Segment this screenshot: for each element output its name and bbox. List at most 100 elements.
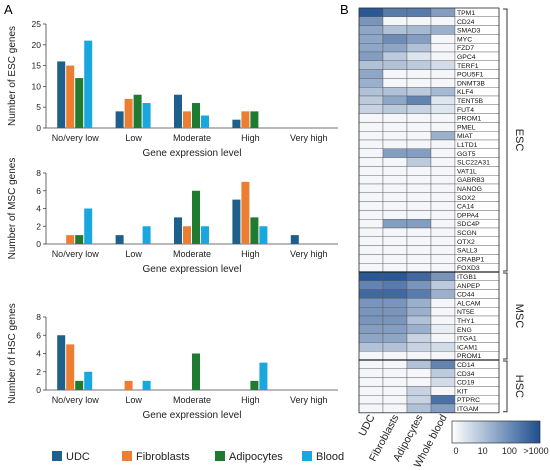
heatmap-cell [358, 403, 384, 414]
gene-label: L1TD1 [457, 142, 478, 149]
heatmap-cell [406, 113, 432, 123]
heatmap-cell [406, 157, 432, 167]
gene-label: SOX2 [457, 195, 475, 202]
gene-label: MYC [457, 36, 472, 43]
gene-label: MIAT [457, 133, 473, 140]
gene-label: ITGAM [457, 406, 479, 413]
y-tick-label: 8 [36, 168, 41, 178]
heatmap-cell [358, 218, 384, 229]
heatmap-cell [430, 245, 456, 255]
bar-fibroblasts [66, 65, 75, 128]
legend-swatch [52, 451, 62, 461]
x-tick-label: Moderate [173, 395, 211, 405]
bar-adipocytes [250, 111, 259, 128]
heatmap-cell [406, 368, 432, 378]
group-bracket [503, 360, 508, 413]
heatmap-cell [430, 210, 456, 220]
heatmap-cell [430, 69, 456, 79]
heatmap-cell [430, 263, 456, 273]
gene-label: TENT5B [457, 98, 484, 105]
heatmap-cell [430, 227, 456, 238]
heatmap-cell [382, 51, 408, 62]
heatmap-cell [406, 271, 432, 282]
y-tick-label: 4 [36, 349, 41, 359]
heatmap-cell [358, 333, 384, 343]
bar-udc [115, 235, 124, 244]
bar-fibroblasts [124, 380, 133, 390]
bar-fibroblasts [124, 98, 133, 128]
heatmap-cell [382, 298, 408, 308]
heatmap-cell [382, 280, 408, 290]
heatmap-cell [406, 104, 432, 114]
heatmap-cell [406, 333, 432, 343]
heatmap-cell [406, 359, 432, 370]
heatmap-cell [430, 122, 456, 132]
gene-label: ENG [457, 327, 472, 334]
legend-label: UDC [66, 451, 90, 463]
heatmap-cell [382, 263, 408, 273]
heatmap-cell [406, 263, 432, 273]
colorbar-tick-label: 10 [478, 446, 488, 456]
bar-blood [84, 40, 93, 128]
heatmap-cell [358, 166, 384, 176]
bar-blood [201, 226, 209, 244]
heatmap-cell [430, 271, 456, 282]
heatmap-cell [382, 78, 408, 88]
heatmap-cell [406, 315, 432, 326]
heatmap-cell [382, 342, 408, 352]
heatmap-cell [358, 122, 384, 132]
bar-chart-2: 0 2 4 6 8 No/very low Low Moderate High Very high… [7, 158, 338, 275]
heatmap-cell [382, 386, 408, 396]
y-axis-label: Number of ESC genes [7, 26, 18, 126]
bar-adipocytes [250, 217, 259, 244]
heatmap-cell [406, 307, 432, 317]
y-tick-label: 0 [36, 385, 41, 395]
gene-label: SCGN [457, 230, 477, 237]
heatmap-cell [406, 386, 432, 396]
heatmap-cell [358, 157, 384, 167]
heatmap-cell [382, 174, 408, 185]
bar-adipocytes [250, 380, 259, 390]
heatmap-cell [358, 51, 384, 62]
heatmap-cell [358, 280, 384, 290]
heatmap-cell [406, 298, 432, 308]
heatmap-cell [406, 324, 432, 334]
heatmap-cell [406, 236, 432, 246]
y-axis-label: Number of MSC genes [7, 158, 18, 260]
heatmap-cell [406, 227, 432, 238]
x-tick-label: Very high [290, 133, 328, 143]
heatmap-cell [430, 60, 456, 70]
heatmap-cell [382, 201, 408, 211]
gene-label: OTX2 [457, 239, 475, 246]
y-axis-label: Number of HSC genes [7, 303, 18, 404]
legend-item: UDC [52, 451, 90, 463]
x-tick-label: Very high [290, 395, 328, 405]
gene-label: ICAM1 [457, 344, 478, 351]
heatmap-cell [406, 25, 432, 35]
heatmap-cell [382, 368, 408, 378]
bar-fibroblasts [241, 111, 250, 128]
bar-blood [142, 380, 151, 390]
heatmap-cell [430, 157, 456, 167]
heatmap-cell [430, 342, 456, 352]
heatmap-cell [382, 25, 408, 35]
x-axis-label: Gene expression level [143, 264, 242, 275]
heatmap-cell [430, 333, 456, 343]
gene-label: SLC22A31 [457, 160, 490, 167]
colorbar-tick-label: >1000 [523, 446, 548, 456]
heatmap-cell [358, 43, 384, 53]
heatmap-cell [358, 210, 384, 220]
heatmap-cell [358, 377, 384, 387]
heatmap-cell [358, 245, 384, 255]
y-tick-label: 8 [36, 312, 41, 322]
heatmap-cell [358, 16, 384, 26]
x-tick-label: Moderate [173, 249, 211, 259]
y-tick-label: 25 [32, 19, 42, 29]
heatmap-cell [382, 148, 408, 158]
heatmap-cell [382, 69, 408, 79]
bar-chart-3: 0 2 4 6 8 No/very low Low Moderate High Very high… [7, 303, 338, 421]
heatmap-cell [382, 60, 408, 70]
